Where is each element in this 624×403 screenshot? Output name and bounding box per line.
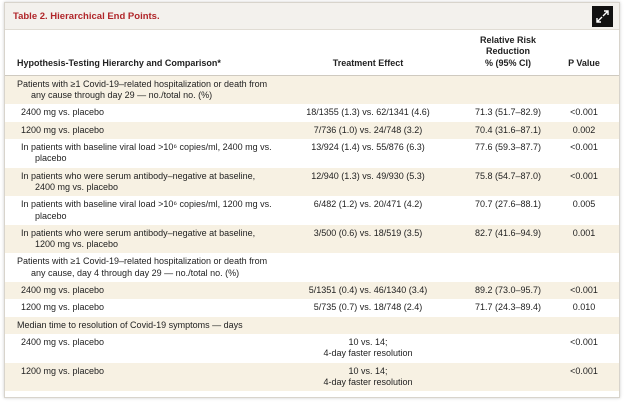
row-label: 2400 mg vs. placebo <box>21 336 105 347</box>
section-heading: Patients with ≥1 Covid-19–related hospit… <box>17 78 268 101</box>
column-header: Treatment Effect <box>332 57 404 68</box>
treatment-effect: 12/940 (1.3) vs. 49/930 (5.3) <box>273 171 463 194</box>
header-row: Hypothesis-Testing Hierarchy and Compari… <box>5 30 619 76</box>
section-row: Median time to resolution of Covid-19 sy… <box>5 316 619 334</box>
row-label: 2400 mg vs. placebo <box>21 285 105 296</box>
title-bar: Table 2. Hierarchical End Points. <box>5 3 619 30</box>
data-row: 1200 mg vs. placebo 10 vs. 14; 4-day faste… <box>5 362 619 392</box>
treatment-effect: 5/1351 (0.4) vs. 46/1340 (3.4) <box>273 285 463 296</box>
treatment-effect: 3/500 (0.6) vs. 18/519 (3.5) <box>273 228 463 251</box>
treatment-effect-line: 12/940 (1.3) vs. 49/930 (5.3) <box>311 170 425 181</box>
row-label: 2400 mg vs. placebo <box>21 107 105 118</box>
risk-reduction: 77.6 (59.3–87.7) <box>474 142 542 153</box>
risk-reduction: 70.7 (27.6–88.1) <box>474 199 542 210</box>
risk-reduction: 89.2 (73.0–95.7) <box>474 285 542 296</box>
p-value: <0.001 <box>570 142 598 153</box>
data-row: 1200 mg vs. placebo 7/736 (1.0) vs. 24/74… <box>5 121 619 140</box>
p-value: <0.001 <box>570 107 598 118</box>
p-value: <0.001 <box>570 285 598 296</box>
data-row: 2400 mg vs. placebo 18/1355 (1.3) vs. 62/… <box>5 104 619 121</box>
p-value: 0.001 <box>572 227 596 238</box>
risk-reduction: 75.8 (54.7–87.0) <box>474 170 542 181</box>
risk-reduction <box>463 337 553 360</box>
section-row: Patients with ≥1 Covid-19–related hospit… <box>5 75 619 105</box>
treatment-effect-line: 3/500 (0.6) vs. 18/519 (3.5) <box>313 227 423 238</box>
treatment-effect-line: 18/1355 (1.3) vs. 62/1341 (4.6) <box>306 107 430 118</box>
treatment-effect: 10 vs. 14; 4-day faster resolution <box>273 366 463 389</box>
treatment-effect: 10 vs. 14; 4-day faster resolution <box>273 337 463 360</box>
p-value: 0.005 <box>572 199 596 210</box>
risk-reduction: 70.4 (31.6–87.1) <box>474 124 542 135</box>
treatment-effect-line: 7/736 (1.0) vs. 24/748 (3.2) <box>313 124 423 135</box>
treatment-effect-line: 10 vs. 14; <box>348 336 388 347</box>
table-frame: Table 2. Hierarchical End Points. Hypoth… <box>4 2 620 398</box>
row-label: In patients who were serum antibody–nega… <box>21 170 256 192</box>
treatment-effect-line: 5/735 (0.7) vs. 18/748 (2.4) <box>313 302 423 313</box>
data-row: 2400 mg vs. placebo 5/1351 (0.4) vs. 46/1… <box>5 282 619 300</box>
row-label: In patients who were serum antibody–nega… <box>21 227 256 250</box>
data-row: In patients with baseline viral load >10… <box>5 139 619 168</box>
data-row: In patients who were serum antibody–nega… <box>5 224 619 254</box>
treatment-effect-line: 4-day faster resolution <box>323 376 413 387</box>
risk-reduction: 82.7 (41.6–94.9) <box>474 227 542 238</box>
data-row: In patients with baseline viral load >10… <box>5 196 619 225</box>
treatment-effect-line: 5/1351 (0.4) vs. 46/1340 (3.4) <box>308 285 428 296</box>
treatment-effect: 5/735 (0.7) vs. 18/748 (2.4) <box>273 302 463 313</box>
p-value: <0.001 <box>570 170 598 181</box>
row-label: In patients with baseline viral load >10… <box>21 199 272 221</box>
treatment-effect-line: 10 vs. 14; <box>348 365 388 376</box>
risk-reduction <box>463 366 553 389</box>
p-value: 0.010 <box>572 302 596 313</box>
expand-button[interactable] <box>592 6 613 27</box>
section-heading: Patients with ≥1 Covid-19–related hospit… <box>17 256 268 278</box>
treatment-effect-line: 13/924 (1.4) vs. 55/876 (6.3) <box>311 142 425 153</box>
row-label: 1200 mg vs. placebo <box>21 124 105 135</box>
treatment-effect: 6/482 (1.2) vs. 20/471 (4.2) <box>273 199 463 222</box>
section-row: Patients with ≥1 Covid-19–related hospit… <box>5 253 619 282</box>
p-value: 0.002 <box>572 124 596 135</box>
column-header: Relative Risk Reduction% (95% CI) <box>463 35 553 69</box>
data-row: 2400 mg vs. placebo 10 vs. 14; 4-day faste… <box>5 334 619 363</box>
treatment-effect-line: 6/482 (1.2) vs. 20/471 (4.2) <box>313 199 423 210</box>
data-row: In patients who were serum antibody–nega… <box>5 167 619 197</box>
row-label: In patients with baseline viral load >10… <box>21 142 272 164</box>
data-row: 1200 mg vs. placebo 5/735 (0.7) vs. 18/74… <box>5 299 619 316</box>
treatment-effect-line: 4-day faster resolution <box>323 348 413 359</box>
p-value: <0.001 <box>570 336 598 347</box>
column-header: P Value <box>568 57 600 68</box>
column-header: Hypothesis-Testing Hierarchy and Compari… <box>17 57 221 68</box>
section-heading: Median time to resolution of Covid-19 sy… <box>17 319 243 330</box>
treatment-effect: 7/736 (1.0) vs. 24/748 (3.2) <box>273 125 463 136</box>
treatment-effect: 18/1355 (1.3) vs. 62/1341 (4.6) <box>273 107 463 118</box>
column-header-line: % (95% CI) <box>484 57 531 68</box>
treatment-effect: 13/924 (1.4) vs. 55/876 (6.3) <box>273 142 463 165</box>
row-label: 1200 mg vs. placebo <box>21 302 105 313</box>
table: Hypothesis-Testing Hierarchy and Compari… <box>5 30 619 392</box>
risk-reduction: 71.7 (24.3–89.4) <box>474 302 542 313</box>
row-label: 1200 mg vs. placebo <box>21 365 105 376</box>
table-title: Table 2. Hierarchical End Points. <box>13 11 160 22</box>
p-value: <0.001 <box>570 365 598 376</box>
column-header-line: Relative Risk Reduction <box>479 35 537 57</box>
risk-reduction: 71.3 (51.7–82.9) <box>474 107 542 118</box>
